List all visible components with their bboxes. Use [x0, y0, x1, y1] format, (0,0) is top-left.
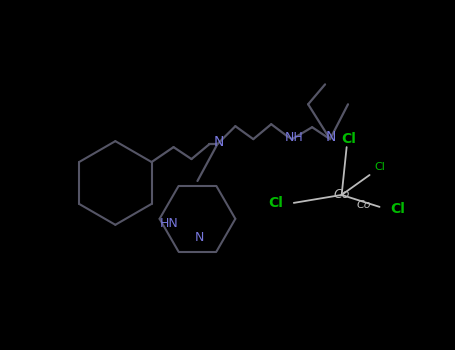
- Text: Cl: Cl: [341, 132, 356, 146]
- Text: Co: Co: [334, 188, 350, 201]
- Text: NH: NH: [285, 131, 303, 144]
- Text: N: N: [195, 231, 204, 244]
- Text: Cl: Cl: [390, 202, 405, 216]
- Text: N: N: [326, 130, 336, 144]
- Text: HN: HN: [160, 217, 179, 230]
- Text: N: N: [213, 135, 223, 149]
- Text: Co: Co: [356, 200, 371, 210]
- Text: Cl: Cl: [374, 162, 385, 172]
- Text: Cl: Cl: [268, 196, 283, 210]
